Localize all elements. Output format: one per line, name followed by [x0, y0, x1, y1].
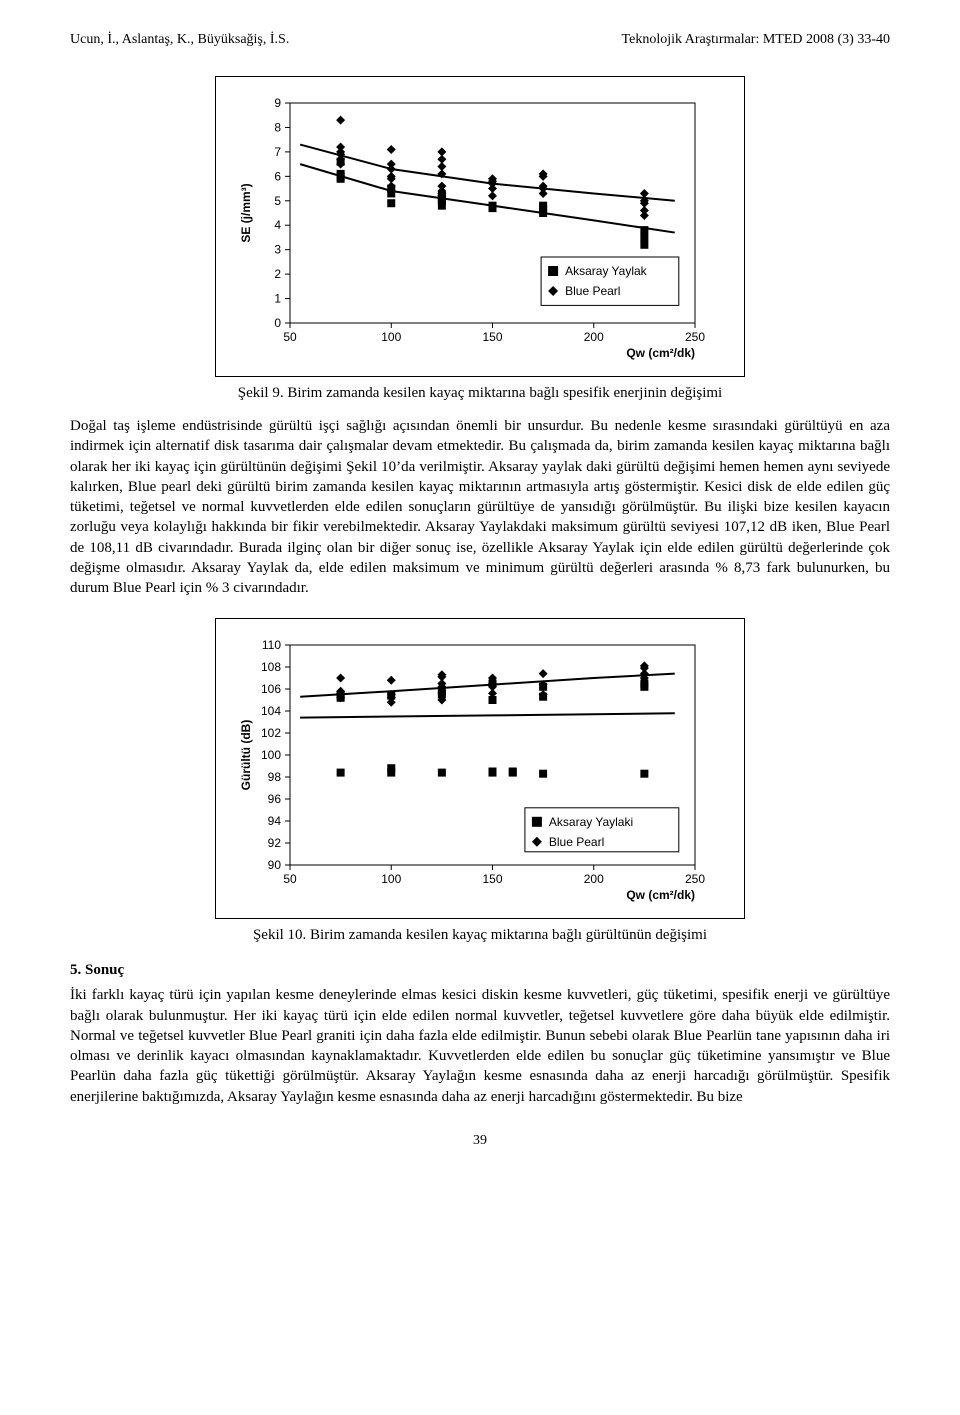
- svg-text:92: 92: [268, 836, 282, 850]
- svg-text:7: 7: [274, 145, 281, 159]
- svg-text:200: 200: [584, 330, 604, 344]
- svg-text:4: 4: [274, 218, 281, 232]
- svg-text:104: 104: [261, 704, 281, 718]
- svg-text:8: 8: [274, 120, 281, 134]
- chart9-frame: 50 100 150 200 250 0 1 2 3 4 5 6 7 8 9 Qw (cm²/dk) SE (j…: [215, 76, 745, 377]
- svg-text:50: 50: [283, 872, 297, 886]
- svg-text:98: 98: [268, 770, 282, 784]
- chart10-caption: Şekil 10. Birim zamanda kesilen kayaç mi…: [70, 927, 890, 944]
- svg-text:Blue Pearl: Blue Pearl: [549, 835, 604, 849]
- svg-text:106: 106: [261, 682, 281, 696]
- header-right: Teknolojik Araştırmalar: MTED 2008 (3) 3…: [622, 32, 890, 48]
- svg-text:5: 5: [274, 194, 281, 208]
- svg-text:Qw (cm²/dk): Qw (cm²/dk): [626, 346, 695, 360]
- svg-text:90: 90: [268, 858, 282, 872]
- chart10-wrap: 50 100 150 200 250 90 92 94 96 98 100 102 104 106 108 1…: [70, 618, 890, 919]
- svg-text:Gürültü (dB): Gürültü (dB): [239, 720, 253, 791]
- section5-heading: 5. Sonuç: [70, 962, 890, 979]
- svg-text:Aksaray Yaylak: Aksaray Yaylak: [565, 264, 648, 278]
- chart9-svg: 50 100 150 200 250 0 1 2 3 4 5 6 7 8 9 Qw (cm²/dk) SE (j…: [230, 91, 730, 361]
- chart10-svg: 50 100 150 200 250 90 92 94 96 98 100 102 104 106 108 1…: [230, 633, 730, 903]
- svg-text:Qw (cm²/dk): Qw (cm²/dk): [626, 888, 695, 902]
- page-number: 39: [70, 1133, 890, 1149]
- svg-text:96: 96: [268, 792, 282, 806]
- svg-text:250: 250: [685, 872, 705, 886]
- chart10-frame: 50 100 150 200 250 90 92 94 96 98 100 102 104 106 108 1…: [215, 618, 745, 919]
- svg-text:Aksaray Yaylaki: Aksaray Yaylaki: [549, 815, 633, 829]
- svg-text:2: 2: [274, 267, 281, 281]
- svg-text:200: 200: [584, 872, 604, 886]
- svg-text:108: 108: [261, 660, 281, 674]
- chart9-wrap: 50 100 150 200 250 0 1 2 3 4 5 6 7 8 9 Qw (cm²/dk) SE (j…: [70, 76, 890, 377]
- running-header: Ucun, İ., Aslantaş, K., Büyüksağiş, İ.S.…: [70, 32, 890, 48]
- svg-text:102: 102: [261, 726, 281, 740]
- svg-text:Blue Pearl: Blue Pearl: [565, 284, 620, 298]
- svg-text:SE (j/mm³): SE (j/mm³): [239, 183, 253, 242]
- header-left: Ucun, İ., Aslantaş, K., Büyüksağiş, İ.S.: [70, 32, 289, 48]
- svg-text:100: 100: [381, 872, 401, 886]
- svg-text:6: 6: [274, 169, 281, 183]
- svg-text:50: 50: [283, 330, 297, 344]
- svg-text:100: 100: [381, 330, 401, 344]
- svg-text:150: 150: [482, 330, 502, 344]
- paragraph1: Doğal taş işleme endüstrisinde gürültü i…: [70, 416, 890, 598]
- svg-text:1: 1: [274, 292, 281, 306]
- svg-text:3: 3: [274, 243, 281, 257]
- section5-text: İki farklı kayaç türü için yapılan kesme…: [70, 985, 890, 1107]
- svg-text:94: 94: [268, 814, 282, 828]
- svg-text:150: 150: [482, 872, 502, 886]
- chart9-caption: Şekil 9. Birim zamanda kesilen kayaç mik…: [70, 385, 890, 402]
- page: Ucun, İ., Aslantaş, K., Büyüksağiş, İ.S.…: [0, 0, 960, 1189]
- svg-text:250: 250: [685, 330, 705, 344]
- svg-text:110: 110: [262, 638, 281, 652]
- svg-text:100: 100: [261, 748, 281, 762]
- svg-text:9: 9: [274, 96, 281, 110]
- svg-text:0: 0: [274, 316, 281, 330]
